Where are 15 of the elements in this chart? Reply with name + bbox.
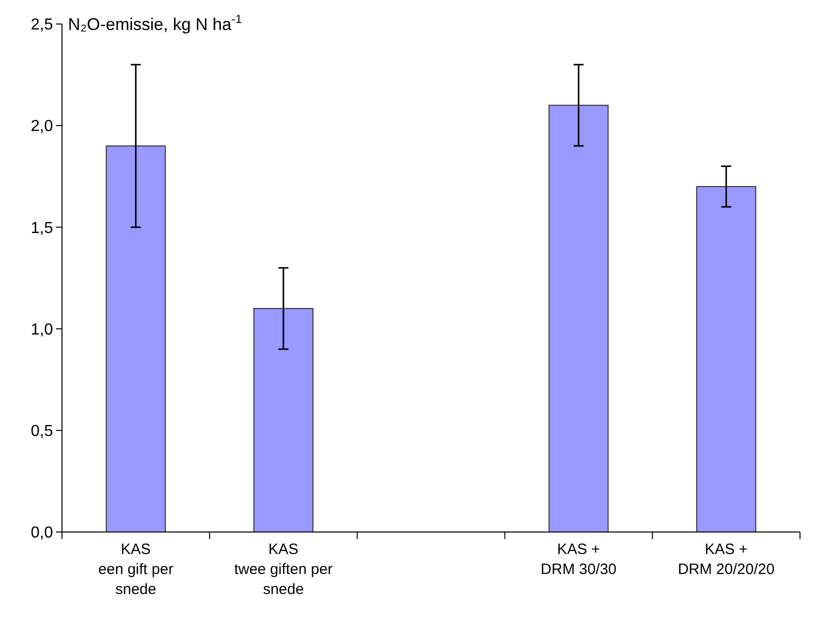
y-tick-label: 2,5: [30, 16, 54, 34]
x-tick-label: KAS + DRM 20/20/20: [678, 541, 775, 578]
x-tick-label: KAS + DRM 30/30: [540, 541, 617, 578]
bar: [696, 186, 756, 532]
bar: [548, 104, 609, 532]
y-axis-title: N₂O-emissie, kg N ha$^{-1}$: [68, 12, 242, 34]
y-tick-label: 0,0: [30, 524, 54, 542]
y-tick-label: 1,0: [30, 321, 54, 338]
y-tick-label: 2,0: [30, 118, 54, 136]
y-tick-label: 1,5: [30, 220, 54, 237]
y-tick-label: 0,5: [30, 423, 54, 440]
x-tick-label: KAS een gift per snede: [98, 541, 174, 598]
bar: [106, 145, 166, 532]
bar: [253, 308, 314, 532]
x-tick-label: KAS twee giften per snede: [234, 541, 333, 598]
